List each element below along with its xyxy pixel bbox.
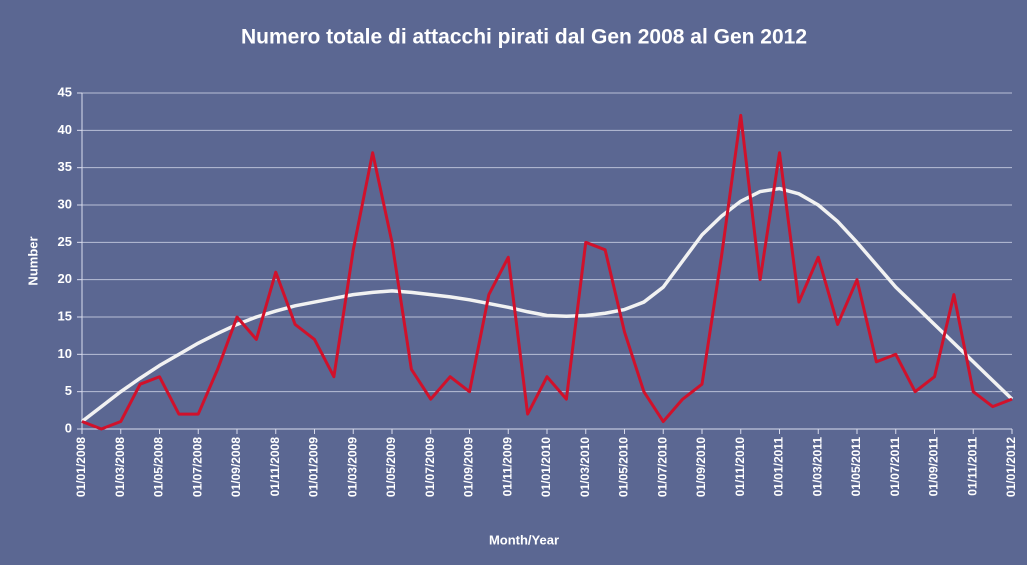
x-tick-label: 01/05/2008	[152, 437, 166, 497]
y-tick-label: 0	[65, 420, 72, 435]
y-axis-title: Number	[25, 236, 40, 285]
x-tick-label: 01/01/2010	[539, 437, 553, 497]
x-tick-label: 01/03/2008	[113, 437, 127, 497]
chart-title: Numero totale di attacchi pirati dal Gen…	[241, 26, 807, 49]
x-tick-label: 01/07/2010	[655, 437, 669, 497]
y-tick-label: 35	[58, 159, 72, 174]
x-tick-label: 01/05/2010	[617, 437, 631, 497]
series-line	[81, 113, 1013, 431]
x-tick-label: 01/07/2009	[423, 437, 437, 497]
x-tick-label: 01/11/2011	[965, 437, 979, 496]
x-tick-label: 01/11/2009	[500, 437, 514, 497]
y-tick-label: 20	[58, 271, 72, 286]
x-tick-label: 01/01/2009	[307, 437, 321, 497]
x-tick-label: 01/01/2011	[772, 437, 786, 497]
y-tick-label: 25	[58, 234, 72, 249]
x-tick-label: 01/11/2010	[733, 437, 747, 497]
x-tick-label: 01/05/2011	[849, 437, 863, 497]
x-axis-title: Month/Year	[489, 532, 559, 547]
y-tick-label: 15	[58, 308, 72, 323]
x-tick-label: 01/09/2008	[229, 437, 243, 497]
x-tick-label: 01/03/2011	[810, 437, 824, 497]
series-line	[80, 186, 1014, 423]
y-tick-label: 45	[58, 84, 72, 99]
x-tick-label: 01/01/2012	[1004, 437, 1018, 497]
x-tick-label: 01/05/2009	[384, 437, 398, 497]
x-tick-label: 01/09/2011	[927, 437, 941, 497]
x-tick-label: 01/07/2008	[190, 437, 204, 497]
x-tick-label: 01/09/2009	[462, 437, 476, 497]
y-tick-label: 30	[58, 196, 72, 211]
y-tick-label: 10	[58, 346, 72, 361]
y-tick-label: 5	[65, 383, 72, 398]
x-tick-label: 01/11/2008	[268, 437, 282, 497]
x-tick-label: 01/03/2010	[578, 437, 592, 497]
x-tick-label: 01/07/2011	[888, 437, 902, 497]
y-tick-label: 40	[58, 122, 72, 137]
x-tick-label: 01/09/2010	[694, 437, 708, 497]
x-tick-label: 01/01/2008	[74, 437, 88, 497]
x-tick-label: 01/03/2009	[345, 437, 359, 497]
